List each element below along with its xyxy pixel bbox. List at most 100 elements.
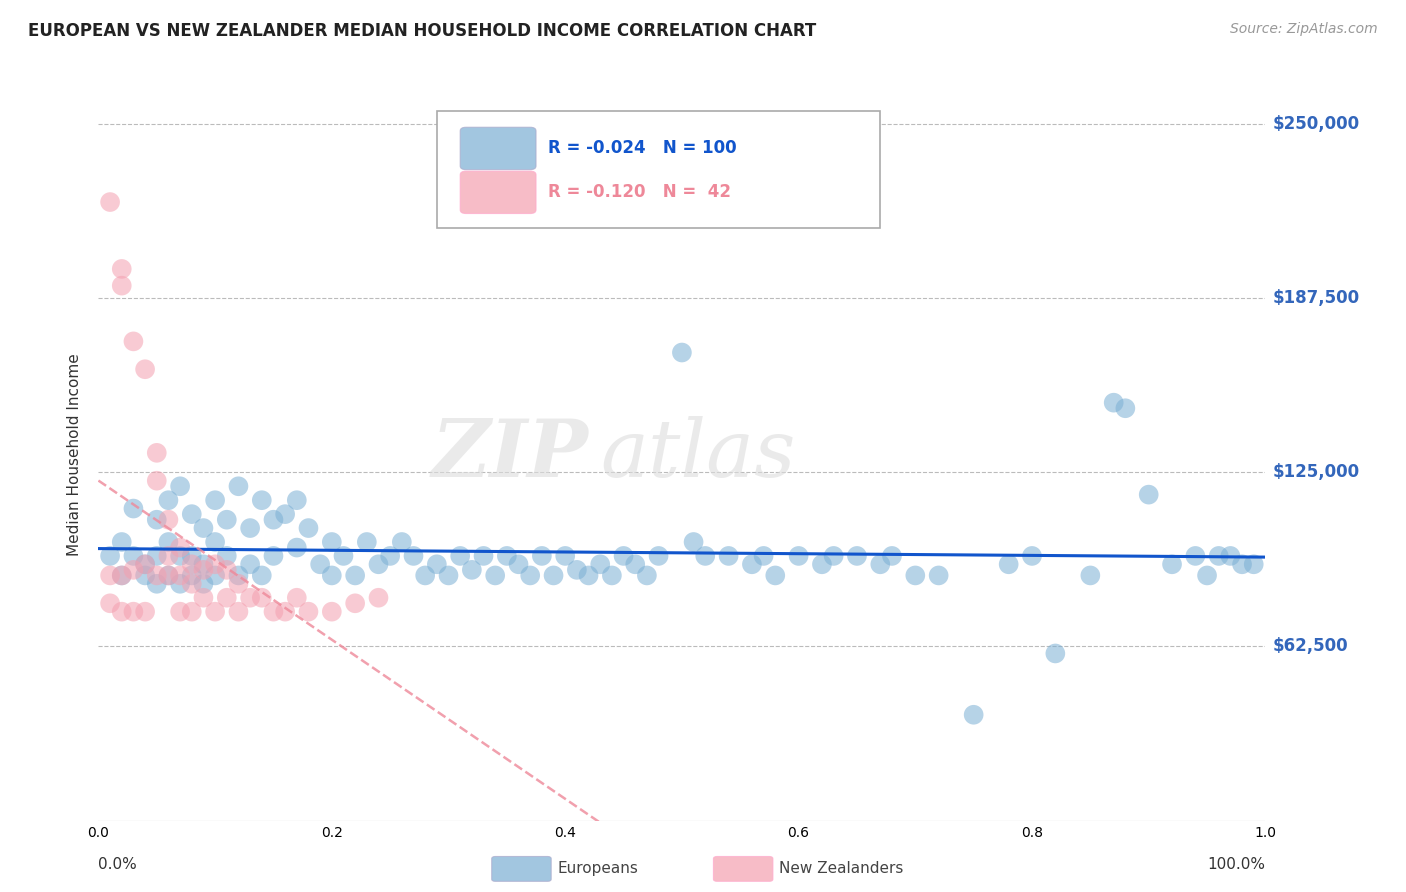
Point — [904, 568, 927, 582]
Point — [228, 576, 250, 591]
Point — [180, 558, 202, 572]
Point — [1137, 488, 1160, 502]
Point — [321, 535, 343, 549]
Point — [146, 513, 169, 527]
Point — [274, 507, 297, 521]
Point — [309, 558, 332, 572]
Point — [682, 535, 704, 549]
Point — [356, 535, 378, 549]
Point — [204, 558, 226, 572]
Point — [461, 563, 484, 577]
Point — [752, 549, 775, 563]
Point — [274, 605, 297, 619]
Point — [228, 605, 250, 619]
Point — [134, 568, 156, 582]
Point — [169, 576, 191, 591]
Point — [228, 568, 250, 582]
Point — [98, 568, 121, 582]
Point — [1230, 558, 1253, 572]
Point — [472, 549, 495, 563]
Point — [157, 568, 180, 582]
Point — [1021, 549, 1043, 563]
Point — [647, 549, 669, 563]
Point — [484, 568, 506, 582]
Point — [262, 513, 284, 527]
Point — [787, 549, 810, 563]
FancyBboxPatch shape — [492, 856, 551, 881]
Point — [111, 261, 134, 276]
Point — [122, 605, 145, 619]
Point — [378, 549, 402, 563]
Text: ZIP: ZIP — [432, 417, 589, 493]
Point — [250, 591, 273, 605]
Text: Europeans: Europeans — [557, 862, 638, 877]
Point — [262, 605, 284, 619]
Point — [157, 513, 180, 527]
Point — [1102, 395, 1125, 409]
Text: $187,500: $187,500 — [1272, 289, 1360, 307]
Point — [169, 541, 191, 555]
Point — [600, 568, 623, 582]
Point — [367, 591, 389, 605]
Text: $125,000: $125,000 — [1272, 463, 1360, 482]
Point — [426, 558, 449, 572]
Point — [880, 549, 903, 563]
Point — [134, 558, 156, 572]
FancyBboxPatch shape — [713, 856, 773, 881]
Point — [215, 563, 238, 577]
Point — [111, 568, 134, 582]
Point — [204, 605, 226, 619]
Point — [239, 558, 262, 572]
Text: atlas: atlas — [600, 417, 796, 493]
Text: 0.0%: 0.0% — [98, 857, 138, 872]
Point — [1208, 549, 1230, 563]
Point — [285, 541, 308, 555]
Point — [169, 605, 191, 619]
Text: EUROPEAN VS NEW ZEALANDER MEDIAN HOUSEHOLD INCOME CORRELATION CHART: EUROPEAN VS NEW ZEALANDER MEDIAN HOUSEHO… — [28, 22, 817, 40]
Text: $62,500: $62,500 — [1272, 638, 1348, 656]
Point — [717, 549, 740, 563]
Point — [146, 549, 169, 563]
Point — [146, 446, 169, 460]
Point — [180, 568, 202, 582]
Point — [193, 521, 215, 535]
Point — [204, 568, 226, 582]
Point — [321, 605, 343, 619]
Point — [111, 605, 134, 619]
Point — [134, 362, 156, 376]
Point — [823, 549, 845, 563]
Point — [624, 558, 647, 572]
Point — [122, 563, 145, 577]
Point — [98, 195, 121, 210]
Point — [215, 591, 238, 605]
Point — [508, 558, 530, 572]
Point — [250, 493, 273, 508]
Point — [741, 558, 763, 572]
Point — [367, 558, 389, 572]
Point — [402, 549, 425, 563]
Point — [332, 549, 354, 563]
Point — [695, 549, 717, 563]
Point — [997, 558, 1019, 572]
Point — [169, 568, 191, 582]
Point — [111, 535, 134, 549]
Point — [344, 568, 367, 582]
Point — [193, 591, 215, 605]
Point — [413, 568, 436, 582]
Point — [285, 591, 308, 605]
Text: New Zealanders: New Zealanders — [779, 862, 903, 877]
Point — [215, 549, 238, 563]
Point — [169, 479, 191, 493]
Point — [565, 563, 588, 577]
Point — [1045, 647, 1067, 661]
Text: $250,000: $250,000 — [1272, 115, 1360, 133]
Point — [636, 568, 658, 582]
Point — [157, 549, 180, 563]
Point — [1195, 568, 1218, 582]
Point — [122, 334, 145, 349]
Text: Source: ZipAtlas.com: Source: ZipAtlas.com — [1230, 22, 1378, 37]
Point — [122, 549, 145, 563]
FancyBboxPatch shape — [437, 112, 880, 228]
Text: R = -0.120   N =  42: R = -0.120 N = 42 — [548, 184, 731, 202]
Point — [285, 493, 308, 508]
